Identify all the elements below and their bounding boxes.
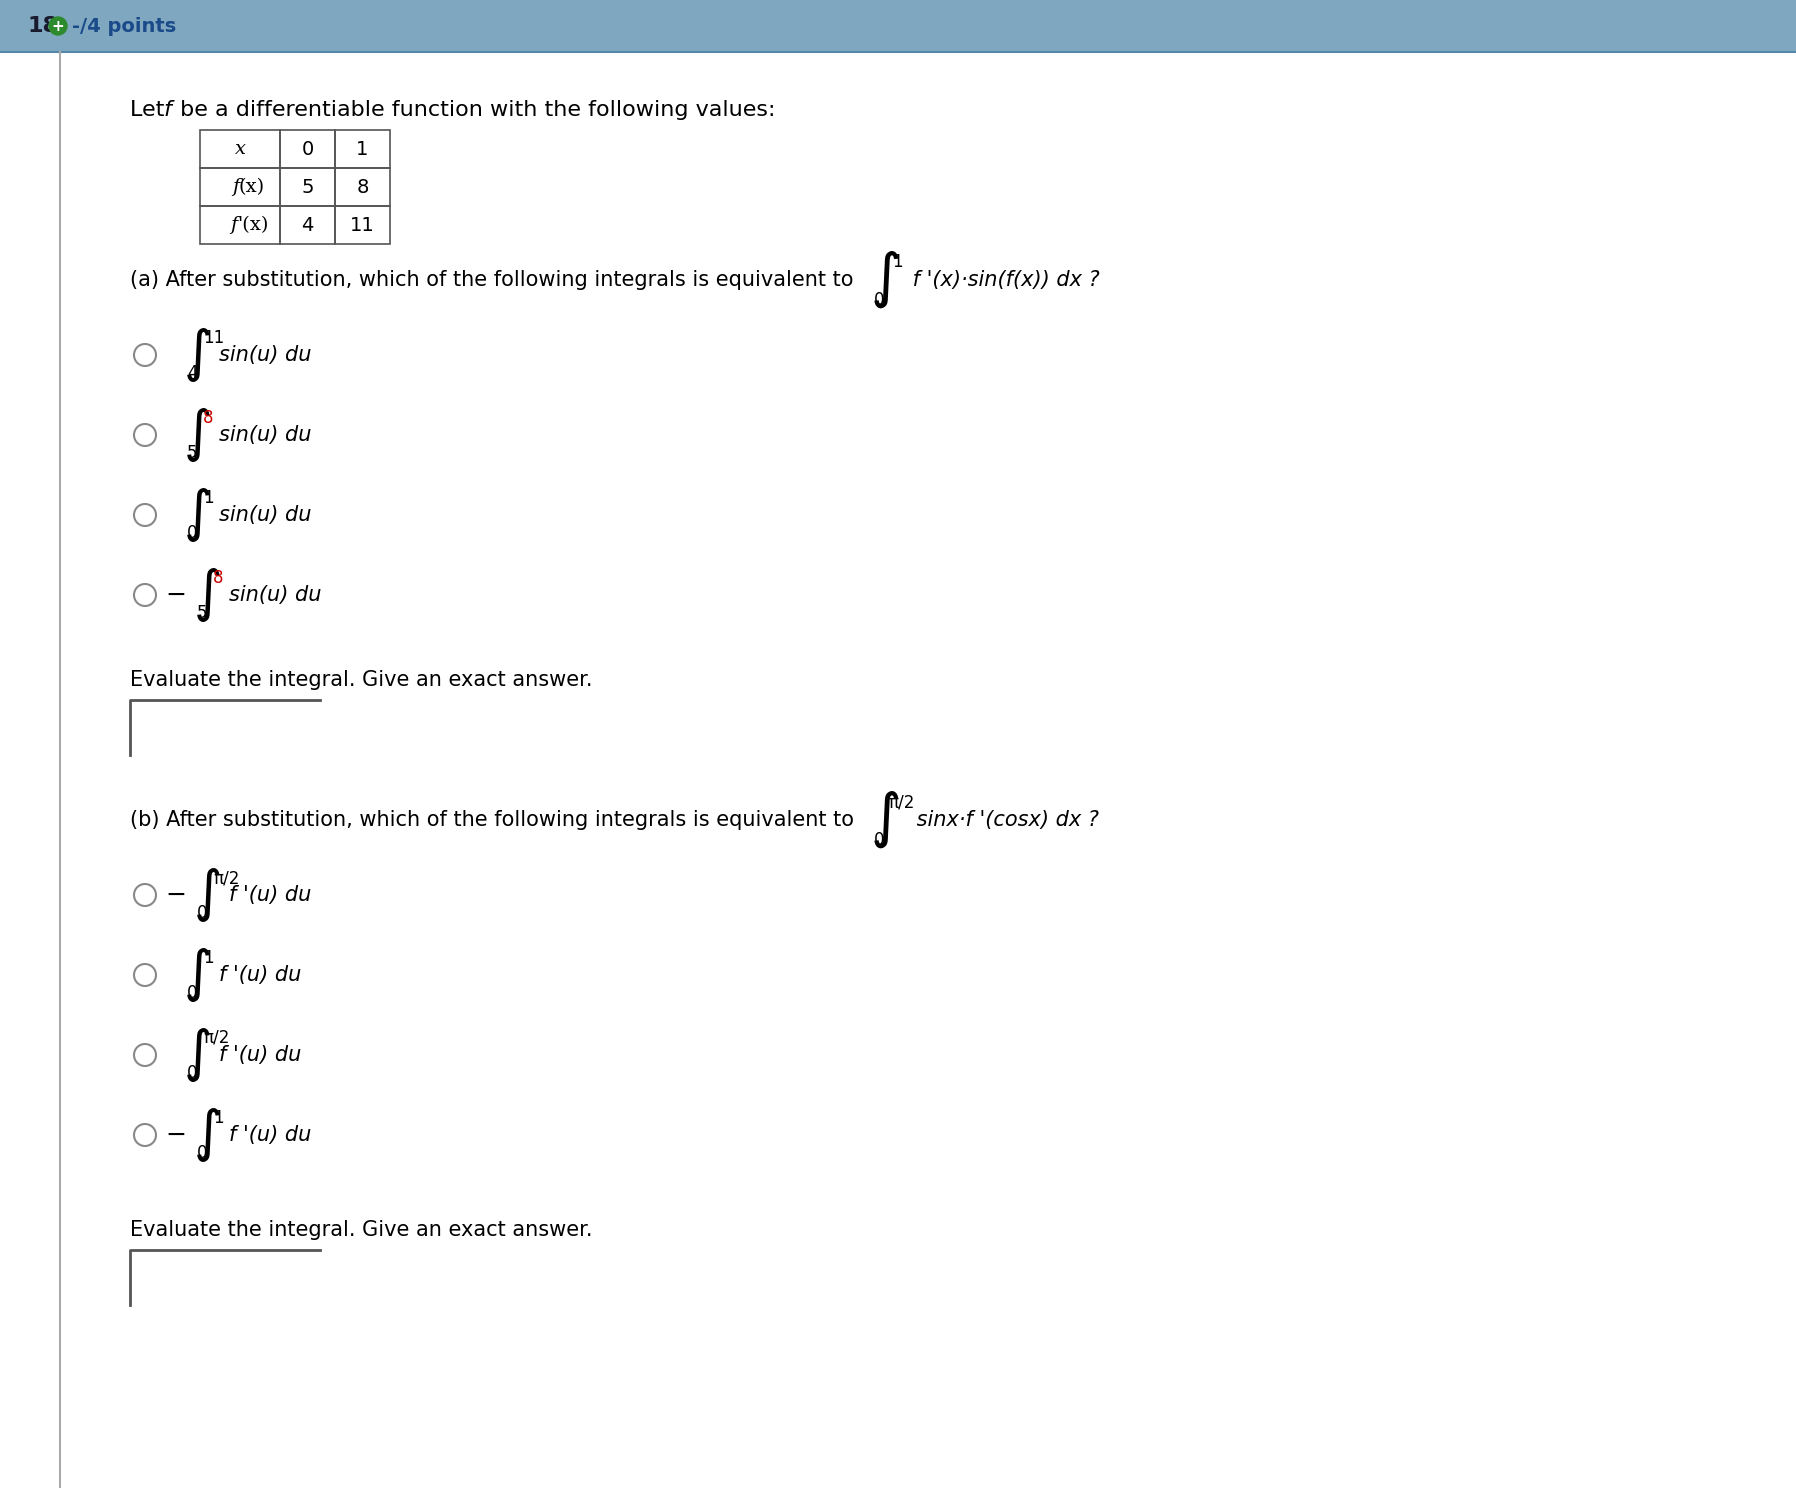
Text: sin(u) du: sin(u) du bbox=[219, 504, 311, 525]
Text: 5: 5 bbox=[198, 604, 208, 622]
Text: f '(x)·sin(f(x)) dx ?: f '(x)·sin(f(x)) dx ? bbox=[905, 269, 1099, 290]
Text: 1: 1 bbox=[893, 253, 903, 271]
Text: $\int$: $\int$ bbox=[869, 250, 900, 311]
Bar bbox=[336, 168, 390, 205]
Text: 0: 0 bbox=[187, 1064, 198, 1082]
Text: f: f bbox=[163, 100, 171, 121]
Text: 5: 5 bbox=[187, 443, 198, 461]
FancyBboxPatch shape bbox=[0, 0, 1796, 52]
Text: 0: 0 bbox=[198, 905, 208, 923]
Bar bbox=[199, 168, 280, 205]
Bar bbox=[199, 205, 280, 244]
Bar bbox=[199, 129, 280, 168]
Text: 0: 0 bbox=[187, 524, 198, 542]
Text: −: − bbox=[165, 1123, 187, 1147]
Text: 8: 8 bbox=[203, 409, 214, 427]
Text: 0: 0 bbox=[302, 140, 314, 159]
Bar bbox=[280, 168, 336, 205]
Text: $\int$: $\int$ bbox=[192, 565, 221, 623]
Bar bbox=[336, 129, 390, 168]
Text: 4: 4 bbox=[187, 365, 198, 382]
Text: $\int$: $\int$ bbox=[183, 326, 210, 384]
Text: -/4 points: -/4 points bbox=[72, 16, 176, 36]
Text: 1: 1 bbox=[214, 1109, 224, 1126]
Text: 1: 1 bbox=[356, 140, 368, 159]
Bar bbox=[336, 205, 390, 244]
Text: sin(u) du: sin(u) du bbox=[230, 585, 321, 606]
Text: f: f bbox=[232, 179, 239, 196]
Text: sinx·f '(cosx) dx ?: sinx·f '(cosx) dx ? bbox=[911, 809, 1099, 830]
Text: 8: 8 bbox=[214, 568, 223, 586]
Text: 0: 0 bbox=[198, 1144, 208, 1162]
Bar bbox=[280, 205, 336, 244]
Text: $\int$: $\int$ bbox=[183, 1027, 210, 1083]
Text: 18.: 18. bbox=[29, 16, 68, 36]
Text: f '(u) du: f '(u) du bbox=[230, 885, 311, 905]
Text: −: − bbox=[165, 882, 187, 908]
Text: 1: 1 bbox=[203, 490, 214, 507]
Text: be a differentiable function with the following values:: be a differentiable function with the fo… bbox=[172, 100, 776, 121]
Text: 11: 11 bbox=[350, 216, 375, 235]
Text: 4: 4 bbox=[302, 216, 314, 235]
Text: (x): (x) bbox=[239, 179, 266, 196]
Text: $\int$: $\int$ bbox=[192, 1106, 221, 1164]
Text: f '(u) du: f '(u) du bbox=[219, 1045, 302, 1065]
Text: sin(u) du: sin(u) du bbox=[219, 345, 311, 365]
Text: f: f bbox=[230, 216, 237, 234]
Text: $\int$: $\int$ bbox=[183, 406, 210, 464]
Text: π/2: π/2 bbox=[203, 1030, 230, 1048]
Text: $\int$: $\int$ bbox=[869, 790, 900, 850]
Text: sin(u) du: sin(u) du bbox=[219, 426, 311, 445]
Text: Let: Let bbox=[129, 100, 171, 121]
Text: +: + bbox=[52, 18, 65, 34]
Text: 11: 11 bbox=[203, 329, 224, 347]
Text: (b) After substitution, which of the following integrals is equivalent to: (b) After substitution, which of the fol… bbox=[129, 809, 855, 830]
Text: 5: 5 bbox=[302, 177, 314, 196]
Text: x: x bbox=[235, 140, 246, 158]
Text: $\int$: $\int$ bbox=[183, 487, 210, 545]
Text: $\int$: $\int$ bbox=[183, 946, 210, 1004]
Text: π/2: π/2 bbox=[214, 869, 239, 887]
Text: π/2: π/2 bbox=[887, 793, 914, 811]
Bar bbox=[280, 129, 336, 168]
Text: 8: 8 bbox=[356, 177, 368, 196]
Circle shape bbox=[48, 16, 66, 36]
Text: 0: 0 bbox=[875, 830, 884, 850]
Text: −: − bbox=[165, 583, 187, 607]
Text: 0: 0 bbox=[875, 292, 884, 310]
Text: Evaluate the integral. Give an exact answer.: Evaluate the integral. Give an exact ans… bbox=[129, 1220, 593, 1240]
Text: '(x): '(x) bbox=[237, 216, 268, 234]
Text: Evaluate the integral. Give an exact answer.: Evaluate the integral. Give an exact ans… bbox=[129, 670, 593, 690]
Text: 1: 1 bbox=[203, 949, 214, 967]
Text: 0: 0 bbox=[187, 984, 198, 1001]
Text: (a) After substitution, which of the following integrals is equivalent to: (a) After substitution, which of the fol… bbox=[129, 269, 853, 290]
Text: $\int$: $\int$ bbox=[192, 866, 221, 924]
Text: f '(u) du: f '(u) du bbox=[230, 1125, 311, 1144]
Text: f '(u) du: f '(u) du bbox=[219, 966, 302, 985]
